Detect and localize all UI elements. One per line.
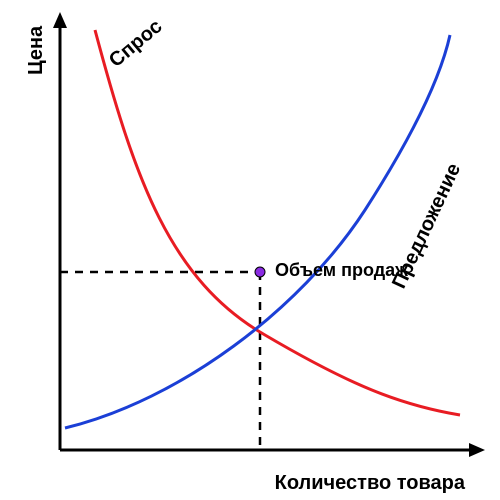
demand-curve: [95, 30, 460, 415]
y-axis-label: Цена: [25, 26, 48, 75]
equilibrium-label: Объем продаж: [275, 260, 408, 281]
x-axis-arrow-icon: [469, 443, 485, 457]
x-axis-label: Количество товара: [275, 472, 465, 495]
equilibrium-point: [255, 267, 265, 277]
supply-curve: [65, 35, 450, 428]
supply-demand-chart: Цена Количество товара Спрос Предложение…: [0, 0, 500, 500]
y-axis-arrow-icon: [53, 12, 67, 28]
